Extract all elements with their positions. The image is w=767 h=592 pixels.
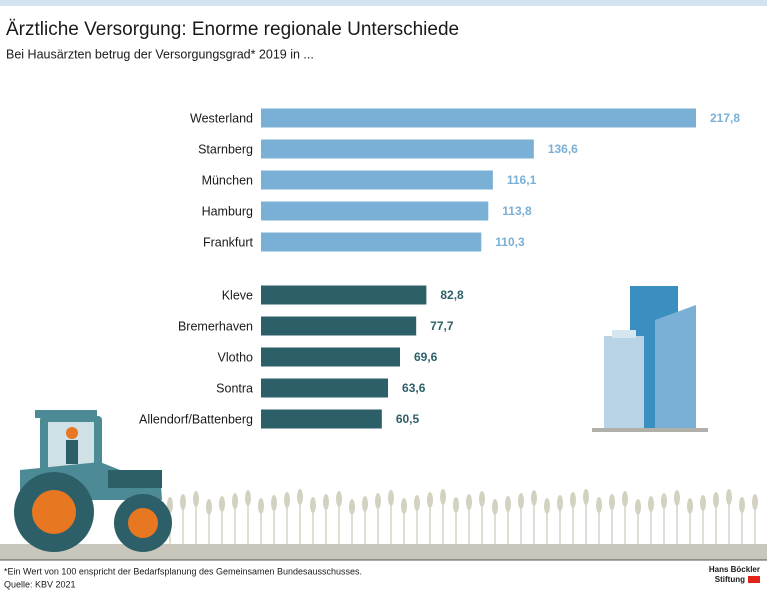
category-label: Bremerhaven bbox=[178, 319, 253, 333]
category-label: Allendorf/Battenberg bbox=[139, 412, 253, 426]
ear bbox=[557, 495, 563, 511]
ear bbox=[531, 490, 537, 506]
ear bbox=[453, 497, 459, 513]
value-label: 77,7 bbox=[430, 319, 454, 333]
ear bbox=[700, 495, 706, 511]
bar bbox=[261, 108, 696, 128]
ear bbox=[232, 493, 238, 509]
category-label: Starnberg bbox=[198, 142, 253, 156]
ear bbox=[297, 489, 303, 505]
field bbox=[0, 489, 767, 560]
ear bbox=[739, 497, 745, 513]
ear bbox=[661, 493, 667, 509]
value-label: 113,8 bbox=[502, 204, 532, 218]
ear bbox=[609, 494, 615, 510]
bar bbox=[261, 347, 401, 367]
ear bbox=[271, 495, 277, 511]
ear bbox=[206, 499, 212, 515]
chart-title: Ärztliche Versorgung: Enorme regionale U… bbox=[6, 19, 459, 40]
bar bbox=[261, 170, 493, 190]
value-label: 116,1 bbox=[507, 173, 537, 187]
ear bbox=[388, 490, 394, 506]
ear bbox=[349, 499, 355, 515]
bar bbox=[261, 316, 417, 336]
value-label: 63,6 bbox=[402, 381, 426, 395]
ear bbox=[492, 499, 498, 515]
tractor bbox=[14, 410, 172, 552]
category-label: Vlotho bbox=[218, 350, 253, 364]
ear bbox=[167, 497, 173, 513]
bar bbox=[261, 378, 389, 398]
value-label: 82,8 bbox=[440, 288, 464, 302]
category-label: Frankfurt bbox=[203, 235, 254, 249]
ear bbox=[648, 496, 654, 512]
ear bbox=[414, 495, 420, 511]
ear bbox=[518, 493, 524, 509]
ear bbox=[674, 490, 680, 506]
ear bbox=[687, 498, 693, 514]
ear bbox=[635, 499, 641, 515]
ear bbox=[310, 497, 316, 513]
ear bbox=[180, 494, 186, 510]
ear bbox=[583, 489, 589, 505]
source: Quelle: KBV 2021 bbox=[4, 579, 76, 589]
value-label: 60,5 bbox=[396, 412, 420, 426]
logo-line: Stiftung bbox=[715, 575, 745, 584]
value-label: 110,3 bbox=[495, 235, 525, 249]
ear bbox=[362, 496, 368, 512]
ear bbox=[245, 490, 251, 506]
category-label: München bbox=[202, 173, 253, 187]
category-label: Sontra bbox=[216, 381, 253, 395]
footnote: *Ein Wert von 100 enspricht der Bedarfsp… bbox=[4, 566, 362, 576]
ear bbox=[596, 497, 602, 513]
ear bbox=[193, 491, 199, 507]
bar bbox=[261, 201, 489, 221]
logo-mark bbox=[748, 576, 760, 583]
ear bbox=[726, 489, 732, 505]
ear bbox=[427, 492, 433, 508]
bar bbox=[261, 139, 534, 159]
value-label: 136,6 bbox=[548, 142, 578, 156]
ear bbox=[713, 492, 719, 508]
ear bbox=[258, 498, 264, 514]
ear bbox=[323, 494, 329, 510]
ear bbox=[440, 489, 446, 505]
ear bbox=[219, 496, 225, 512]
value-label: 69,6 bbox=[414, 350, 438, 364]
value-label: 217,8 bbox=[710, 111, 740, 125]
ear bbox=[505, 496, 511, 512]
ear bbox=[336, 491, 342, 507]
bar bbox=[261, 285, 427, 305]
ear bbox=[375, 493, 381, 509]
buildings bbox=[592, 286, 708, 432]
bar bbox=[261, 409, 382, 429]
ear bbox=[401, 498, 407, 514]
ear bbox=[752, 494, 758, 510]
ear bbox=[479, 491, 485, 507]
ear bbox=[622, 491, 628, 507]
category-label: Westerland bbox=[190, 111, 253, 125]
ear bbox=[570, 492, 576, 508]
ear bbox=[284, 492, 290, 508]
top-strip bbox=[0, 0, 767, 6]
logo-line: Hans Böckler bbox=[709, 565, 760, 574]
chart-subtitle: Bei Hausärzten betrug der Versorgungsgra… bbox=[6, 47, 314, 61]
ear bbox=[466, 494, 472, 510]
bar bbox=[261, 232, 482, 252]
category-label: Kleve bbox=[222, 288, 253, 302]
ear bbox=[544, 498, 550, 514]
category-label: Hamburg bbox=[202, 204, 253, 218]
